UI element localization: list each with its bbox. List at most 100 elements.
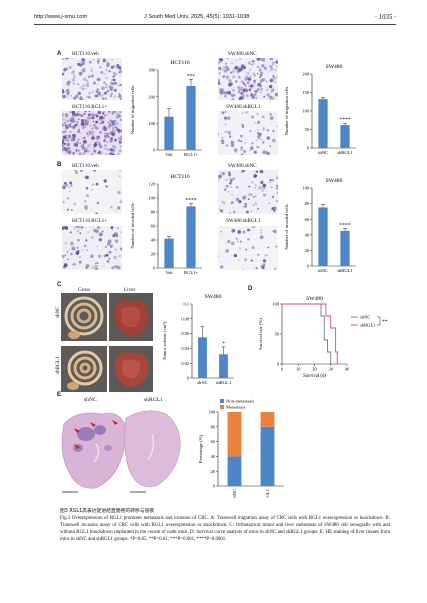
- stained-cell: [248, 185, 251, 188]
- c-shnc-liver-photo: [109, 293, 153, 341]
- stained-cell: [74, 170, 77, 172]
- a-img-label-veh: HCT116.veh: [72, 51, 99, 57]
- stained-cell: [91, 133, 95, 137]
- stained-cell: [228, 79, 232, 83]
- stained-cell: [265, 80, 268, 83]
- stained-cell: [240, 92, 244, 95]
- stained-cell: [98, 119, 101, 121]
- stained-cell: [92, 130, 95, 134]
- stained-cell: [86, 96, 88, 98]
- stained-cell: [235, 237, 239, 240]
- stained-cell: [250, 210, 253, 212]
- stained-cell: [257, 120, 261, 125]
- stained-cell: [227, 130, 231, 135]
- stained-cell: [83, 149, 87, 153]
- significance-mark: ****: [339, 117, 350, 123]
- stained-cell: [98, 232, 103, 237]
- journal-url[interactable]: http://www.j-smu.com: [34, 14, 88, 20]
- bar: [164, 238, 174, 268]
- stained-cell: [103, 179, 107, 183]
- stained-cell: [248, 85, 250, 87]
- y-axis-label: Percentage (%): [198, 434, 203, 463]
- stained-cell: [259, 71, 262, 73]
- stained-cell: [229, 211, 232, 214]
- stained-cell: [90, 67, 92, 70]
- stained-cell: [87, 144, 91, 148]
- stained-cell: [271, 186, 273, 189]
- stained-cell: [106, 61, 109, 64]
- stained-cell: [94, 267, 99, 270]
- stained-cell: [68, 134, 71, 138]
- stained-cell: [270, 90, 273, 93]
- stained-cell: [64, 254, 67, 257]
- stained-cell: [84, 111, 87, 113]
- stained-cell: [276, 76, 278, 78]
- stained-cell: [74, 113, 78, 117]
- stained-cell: [73, 136, 76, 140]
- stained-cell: [275, 245, 278, 248]
- stained-cell: [276, 187, 278, 190]
- stained-cell: [251, 226, 256, 229]
- stained-cell: [112, 75, 115, 78]
- x-tick-label: shRGL1: [265, 488, 270, 498]
- stained-cell: [259, 170, 264, 174]
- stained-cell: [88, 60, 92, 64]
- stained-cell: [260, 181, 264, 185]
- bar: [186, 206, 196, 268]
- c-tumor-volume-chart: SW480 Tumor volume (cm³) 0 0.02 0.04 0.06 0.08…: [162, 294, 234, 385]
- stained-cell: [75, 149, 78, 151]
- stained-cell: [221, 139, 224, 142]
- stained-cell: [64, 58, 67, 60]
- stained-cell: [120, 247, 122, 251]
- stained-cell: [119, 145, 122, 148]
- stained-cell: [262, 78, 266, 82]
- stained-cell: [119, 118, 122, 122]
- y-tick-label: 40: [211, 454, 216, 459]
- stained-cell: [262, 180, 264, 182]
- b-hct116-rgl1-micrograph: [62, 226, 122, 270]
- stained-cell: [70, 208, 73, 212]
- stained-cell: [272, 195, 275, 198]
- stained-cell: [70, 252, 73, 256]
- stained-cell: [87, 231, 89, 233]
- stained-cell: [261, 115, 265, 119]
- stacked-bar-metastasis: [227, 412, 242, 457]
- stained-cell: [239, 247, 241, 249]
- stained-cell: [107, 135, 110, 138]
- stained-cell: [117, 265, 121, 270]
- stained-cell: [87, 113, 91, 117]
- stained-cell: [229, 181, 232, 185]
- stained-cell: [101, 230, 104, 233]
- stained-cell: [114, 81, 117, 85]
- b-img-label-shnc: SW480.shNC: [228, 163, 257, 169]
- stained-cell: [108, 123, 112, 128]
- stained-cell: [229, 177, 232, 180]
- stained-cell: [259, 235, 264, 240]
- stained-cell: [247, 229, 249, 232]
- c-shnc-gross-photo: [61, 293, 107, 341]
- stained-cell: [245, 84, 247, 86]
- stained-cell: [85, 141, 88, 144]
- stained-cell: [273, 229, 277, 234]
- stained-cell: [93, 136, 96, 139]
- b-img-label-rgl1: HCT116.RGL1+: [72, 218, 108, 224]
- stained-cell: [99, 66, 102, 69]
- stained-cell: [92, 59, 95, 61]
- a-hct116-veh-micrograph: [62, 58, 122, 100]
- stained-cell: [71, 135, 74, 139]
- stained-cell: [70, 241, 74, 246]
- stained-cell: [64, 124, 67, 127]
- stained-cell: [80, 144, 84, 148]
- bar: [219, 354, 228, 378]
- stained-cell: [112, 149, 116, 152]
- stained-cell: [263, 60, 265, 62]
- y-tick-label: 60: [305, 217, 310, 222]
- stained-cell: [251, 115, 255, 119]
- stained-cell: [103, 114, 107, 117]
- stained-cell: [118, 254, 121, 258]
- stained-cell: [221, 69, 224, 71]
- stained-cell: [118, 92, 121, 96]
- chart-title: HCT116: [170, 174, 190, 180]
- stained-cell: [107, 134, 110, 137]
- stained-cell: [260, 232, 262, 234]
